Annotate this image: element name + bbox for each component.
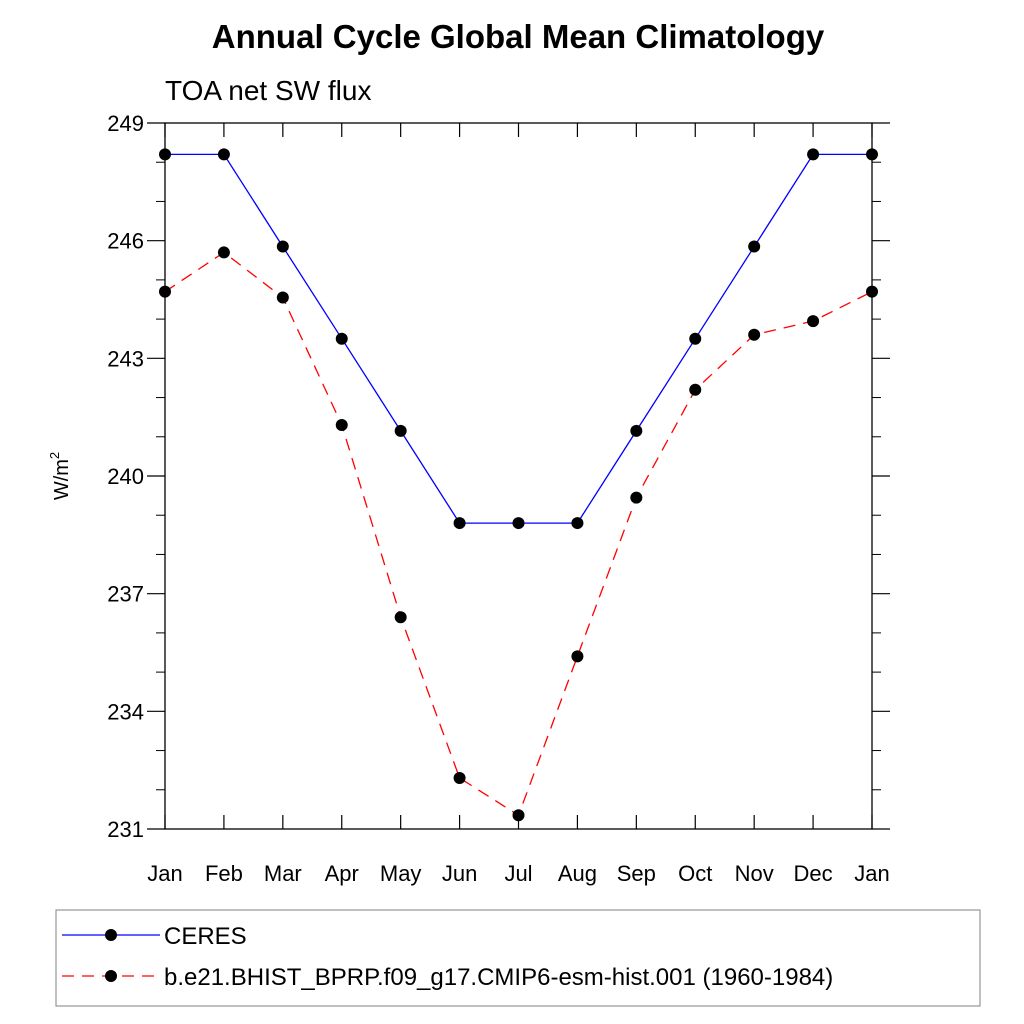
series-1-point bbox=[335, 419, 348, 432]
series-1-point bbox=[748, 328, 761, 341]
x-tick-label: Mar bbox=[264, 861, 302, 886]
series-0-point bbox=[689, 332, 702, 345]
x-tick-label: Oct bbox=[678, 861, 712, 886]
x-tick-label: Sep bbox=[617, 861, 656, 886]
x-tick-label: Jun bbox=[442, 861, 477, 886]
y-tick-label: 237 bbox=[107, 582, 144, 607]
x-tick-label: Apr bbox=[325, 861, 359, 886]
y-axis-label: W/m2 bbox=[47, 452, 73, 500]
series-line-1 bbox=[164, 251, 873, 817]
series-1-point bbox=[453, 772, 466, 785]
x-tick-label: Jan bbox=[147, 861, 182, 886]
series-1-point bbox=[159, 285, 171, 298]
series-0-point bbox=[394, 424, 407, 437]
y-axis-label-superscript: 2 bbox=[47, 452, 62, 459]
series-0-point bbox=[571, 517, 584, 530]
series-1-point bbox=[689, 383, 702, 396]
series-1-point bbox=[512, 809, 525, 822]
y-tick-labels: 249 246 243 240 237 234 231 bbox=[107, 111, 144, 842]
legend-marker-model bbox=[105, 970, 117, 982]
x-tick-label: Jan bbox=[854, 861, 889, 886]
series-0-point bbox=[748, 240, 761, 253]
chart-title: Annual Cycle Global Mean Climatology bbox=[212, 18, 825, 55]
x-tick-label: Jul bbox=[504, 861, 532, 886]
legend-entry-ceres: CERES bbox=[62, 923, 247, 950]
x-tick-label: May bbox=[380, 861, 422, 886]
series-1-point bbox=[807, 315, 820, 328]
x-tick-label: Dec bbox=[794, 861, 833, 886]
legend-label-ceres: CERES bbox=[164, 923, 247, 950]
series-line-0 bbox=[165, 153, 872, 524]
series-1-point bbox=[630, 491, 643, 504]
x-tick-label: Aug bbox=[558, 861, 597, 886]
axis-ticks bbox=[147, 122, 890, 830]
y-tick-label: 249 bbox=[107, 111, 144, 136]
series-0-point bbox=[335, 332, 348, 345]
y-tick-label: 243 bbox=[107, 346, 144, 371]
series-0-point bbox=[453, 517, 466, 530]
y-tick-label: 231 bbox=[107, 817, 144, 842]
series-0-point bbox=[512, 517, 525, 530]
series-1-point bbox=[276, 291, 289, 304]
series-1-point bbox=[571, 650, 584, 663]
series-layer bbox=[159, 148, 878, 822]
y-tick-label: 240 bbox=[107, 464, 144, 489]
x-tick-label: Nov bbox=[735, 861, 774, 886]
series-1-point bbox=[217, 246, 230, 259]
x-tick-label: Feb bbox=[205, 861, 243, 886]
y-tick-label: 234 bbox=[107, 699, 144, 724]
series-1-point bbox=[394, 611, 407, 624]
y-tick-label: 246 bbox=[107, 229, 144, 254]
legend-label-model: b.e21.BHIST_BPRP.f09_g17.CMIP6-esm-hist.… bbox=[164, 964, 833, 991]
series-0-point bbox=[807, 148, 820, 161]
legend-entry-model: b.e21.BHIST_BPRP.f09_g17.CMIP6-esm-hist.… bbox=[62, 964, 833, 991]
series-0-point bbox=[630, 424, 643, 437]
chart-subtitle: TOA net SW flux bbox=[165, 75, 371, 106]
series-0-point bbox=[159, 148, 171, 161]
x-tick-labels: Jan Feb Mar Apr May Jun Jul Aug Sep Oct Nov Dec Jan bbox=[147, 861, 889, 886]
series-0-point bbox=[276, 240, 289, 253]
series-0-point bbox=[866, 148, 878, 161]
series-1-point bbox=[866, 285, 878, 298]
y-axis-label-main: W/m bbox=[51, 459, 73, 500]
legend-marker-ceres bbox=[105, 929, 117, 941]
svg-text:W/m2: W/m2 bbox=[47, 452, 73, 500]
series-0-point bbox=[217, 148, 230, 161]
legend-box bbox=[55, 909, 981, 1007]
